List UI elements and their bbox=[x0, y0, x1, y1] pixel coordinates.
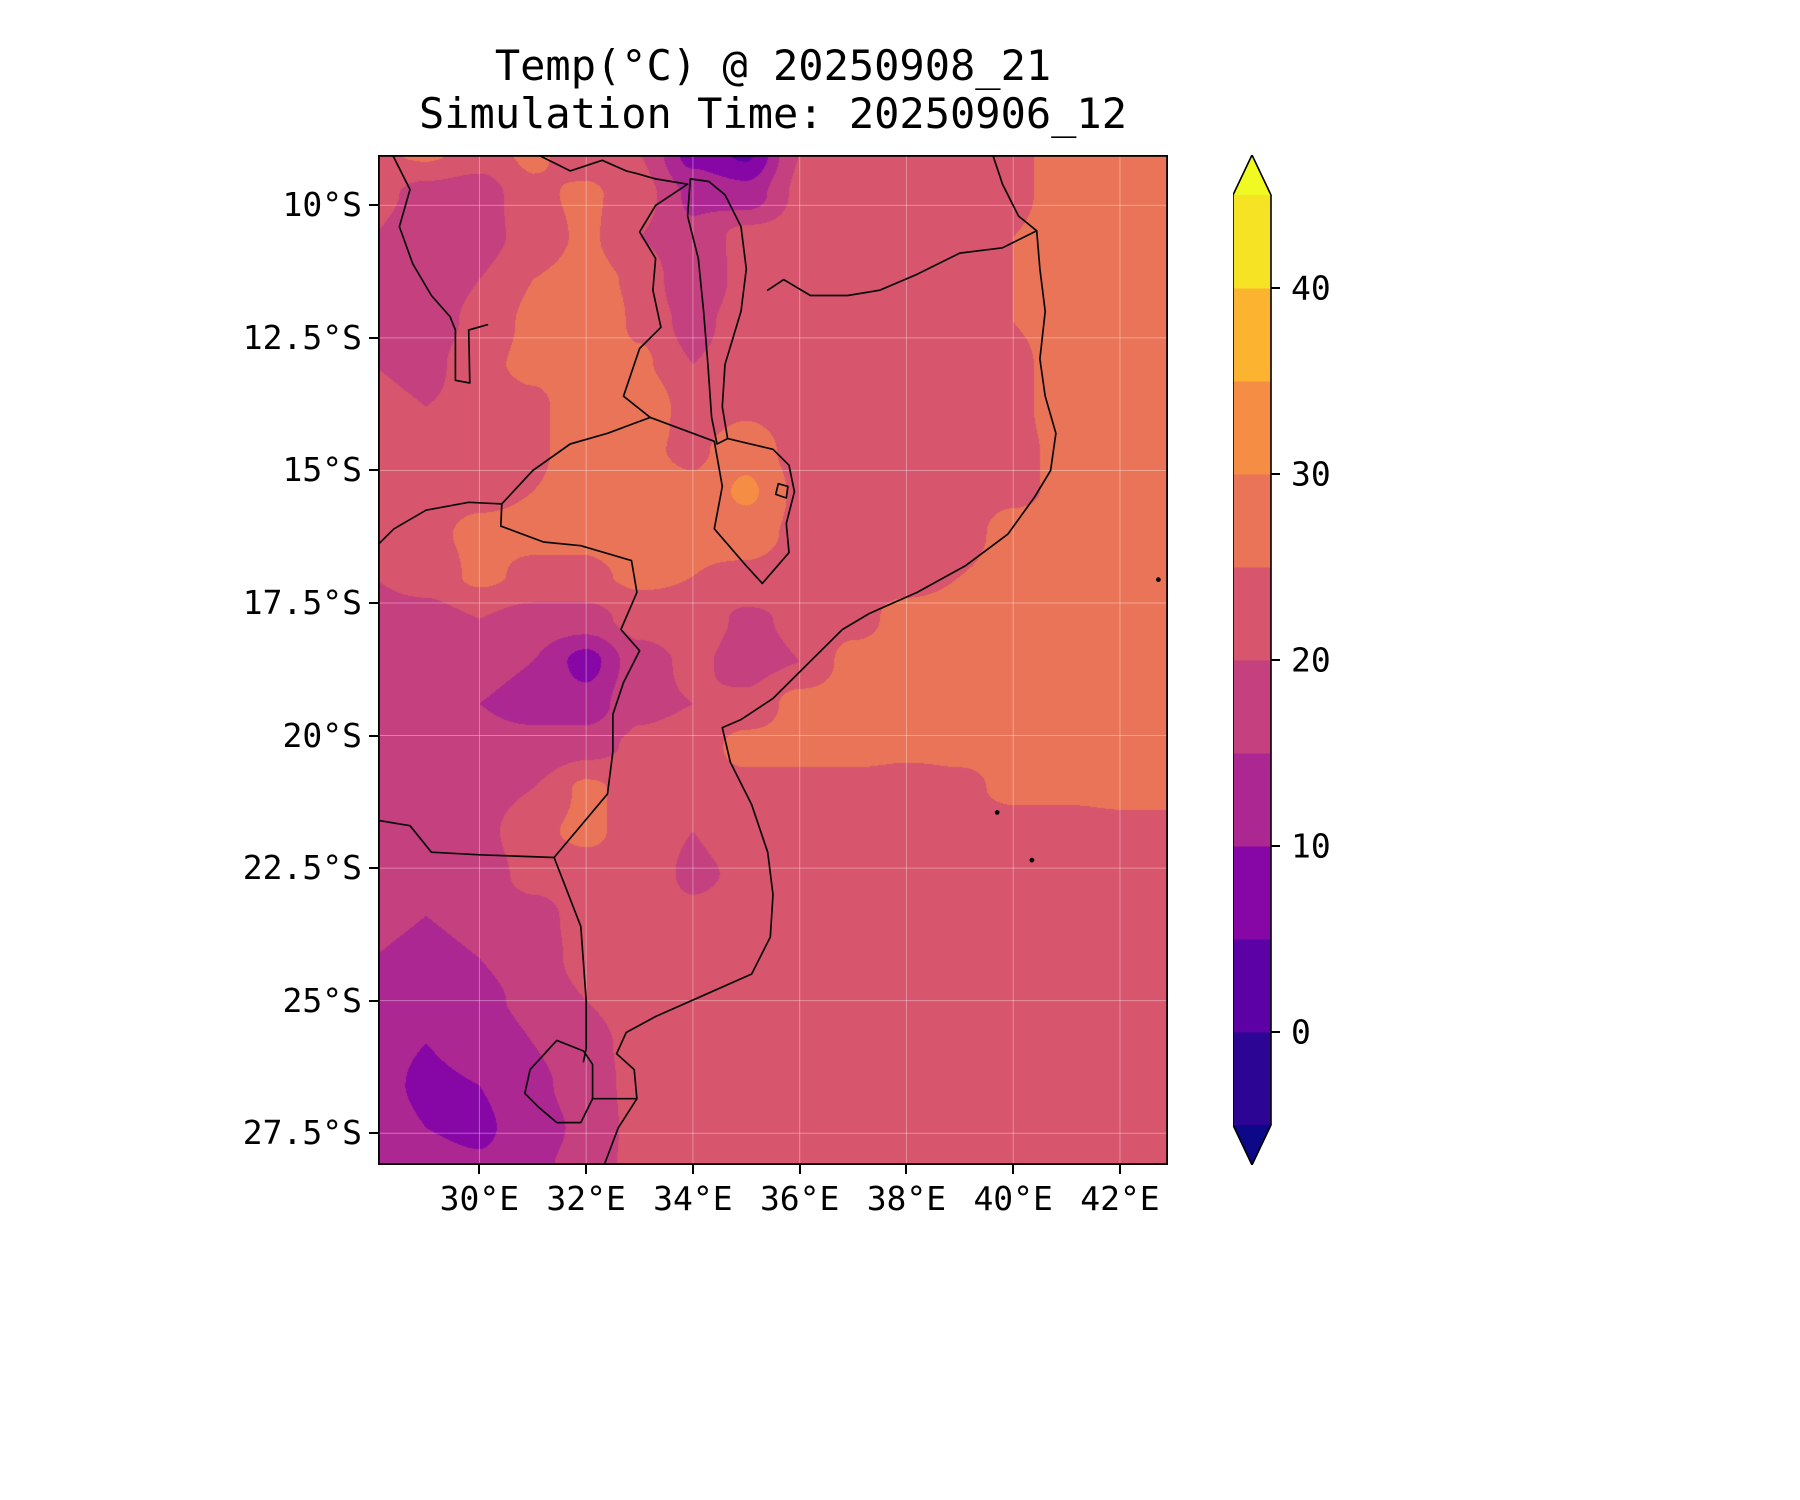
colorbar: 0 10 20 30 40 bbox=[1233, 155, 1331, 1165]
plot-title: Temp(°C) @ 20250908_21 Simulation Time: … bbox=[378, 42, 1168, 138]
y-tick-label: 20°S bbox=[282, 715, 362, 755]
y-tick-mark bbox=[369, 469, 378, 472]
colorbar-over-arrow bbox=[1233, 155, 1271, 195]
colorbar-tick-label: 20 bbox=[1291, 641, 1331, 680]
colorbar-band bbox=[1233, 1032, 1271, 1126]
colorbar-tick-label: 10 bbox=[1291, 827, 1331, 866]
y-tick-mark bbox=[369, 867, 378, 870]
x-tick-label: 42°E bbox=[1080, 1179, 1160, 1218]
y-tick-label: 12.5°S bbox=[242, 317, 362, 357]
y-tick-label: 22.5°S bbox=[242, 848, 362, 888]
x-tick-mark bbox=[905, 1165, 908, 1174]
title-line-1: Temp(°C) @ 20250908_21 bbox=[494, 41, 1052, 90]
colorbar-band bbox=[1233, 288, 1271, 382]
y-tick-mark bbox=[369, 999, 378, 1002]
x-tick-mark bbox=[691, 1165, 694, 1174]
y-tick-mark bbox=[369, 602, 378, 604]
y-tick-mark bbox=[369, 336, 378, 339]
colorbar-band bbox=[1233, 660, 1271, 754]
x-tick-label: 30°E bbox=[439, 1179, 520, 1218]
y-tick-label: 15°S bbox=[282, 450, 362, 490]
y-tick-mark bbox=[369, 204, 378, 207]
x-tick-label: 40°E bbox=[973, 1179, 1053, 1218]
colorbar-outline bbox=[1233, 155, 1272, 1165]
y-tick-label: 17.5°S bbox=[242, 583, 362, 622]
y-tick-mark bbox=[369, 1132, 378, 1135]
y-tick-label: 10°S bbox=[282, 185, 362, 225]
x-tick-mark bbox=[798, 1165, 801, 1174]
colorbar-band bbox=[1233, 195, 1271, 289]
colorbar-under-arrow bbox=[1233, 1125, 1271, 1165]
colorbar-tick-label: 30 bbox=[1291, 455, 1331, 494]
x-tick-label: 34°E bbox=[653, 1179, 733, 1218]
map-plot-area bbox=[378, 155, 1168, 1165]
temperature-field-canvas bbox=[378, 155, 1168, 1165]
x-tick-label: 36°E bbox=[759, 1179, 840, 1218]
y-tick-label: 27.5°S bbox=[242, 1113, 362, 1153]
colorbar-band bbox=[1233, 474, 1271, 568]
x-tick-label: 38°E bbox=[866, 1179, 947, 1218]
x-tick-mark bbox=[1012, 1165, 1015, 1174]
y-tick-label: 25°S bbox=[282, 980, 362, 1020]
colorbar-band bbox=[1233, 939, 1271, 1033]
colorbar-tick-label: 0 bbox=[1291, 1013, 1311, 1052]
x-tick-mark bbox=[585, 1165, 588, 1174]
x-tick-mark bbox=[1118, 1165, 1121, 1174]
colorbar-band bbox=[1233, 753, 1271, 847]
colorbar-tick-label: 40 bbox=[1291, 269, 1331, 308]
title-line-2: Simulation Time: 20250906_12 bbox=[418, 89, 1127, 138]
x-tick-mark bbox=[478, 1165, 481, 1174]
x-tick-label: 32°E bbox=[546, 1179, 626, 1218]
colorbar-band bbox=[1233, 846, 1271, 940]
colorbar-band bbox=[1233, 381, 1271, 475]
colorbar-band bbox=[1233, 567, 1271, 661]
y-tick-mark bbox=[369, 734, 378, 737]
